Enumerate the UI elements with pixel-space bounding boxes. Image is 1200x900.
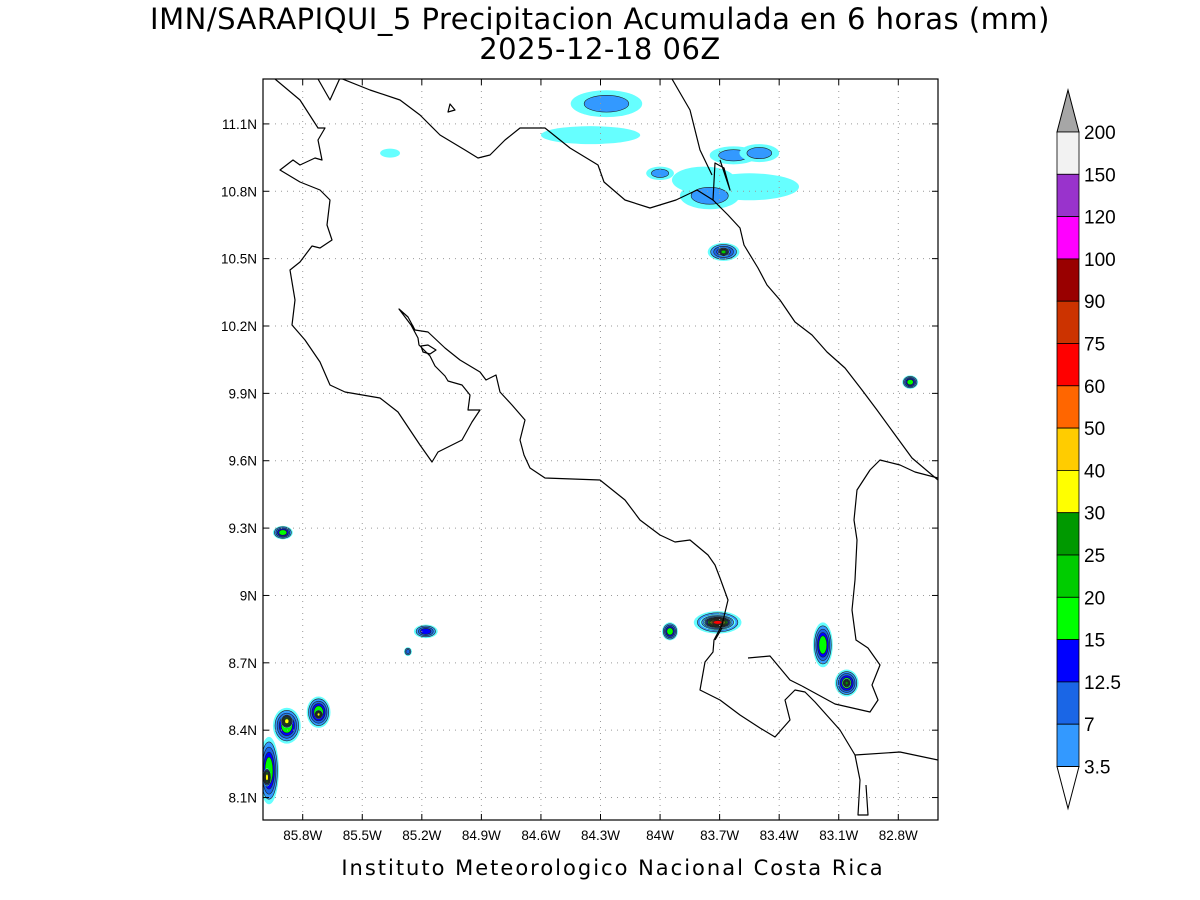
axis-ticks: 85.8W 85.5W 85.2W 84.9W 84.6W 84.3W 84W 83.7W 83… bbox=[221, 79, 938, 843]
precip-contour bbox=[284, 718, 290, 724]
precip-contour bbox=[420, 628, 432, 635]
colorbar-level-label: 150 bbox=[1084, 165, 1116, 186]
precip-contour bbox=[265, 773, 269, 781]
colorbar-level-label: 15 bbox=[1084, 631, 1105, 652]
lat-tick-label: 8.7N bbox=[228, 656, 257, 671]
colorbar-level-label: 90 bbox=[1084, 292, 1105, 313]
lat-tick-label: 10.8N bbox=[221, 184, 257, 199]
colorbar-level-label: 20 bbox=[1084, 588, 1105, 609]
coastline-path bbox=[854, 754, 869, 816]
precip-contour bbox=[906, 379, 914, 386]
precip-contour bbox=[583, 94, 630, 113]
coastline-boundaries bbox=[274, 79, 938, 816]
lat-tick-label: 9.9N bbox=[228, 386, 257, 401]
precip-contour bbox=[721, 249, 727, 254]
graticule bbox=[263, 79, 938, 820]
precip-contour bbox=[540, 126, 641, 145]
precip-contour bbox=[712, 620, 723, 625]
lat-tick-label: 10.2N bbox=[221, 319, 257, 334]
colorbar-level-label: 3.5 bbox=[1084, 758, 1110, 779]
colorbar-level-label: 40 bbox=[1084, 461, 1105, 482]
lat-tick-label: 8.4N bbox=[228, 723, 257, 738]
lon-tick-label: 84.6W bbox=[521, 828, 560, 843]
coastline-path bbox=[274, 79, 938, 761]
precip-contour bbox=[651, 168, 670, 178]
colorbar-swatch bbox=[1056, 427, 1080, 471]
colorbar-swatch bbox=[1056, 300, 1080, 344]
map-valid-time: 2025-12-18 06Z bbox=[479, 32, 721, 66]
coastline-path bbox=[317, 79, 341, 101]
coastline-path bbox=[420, 344, 437, 355]
lon-tick-label: 85.5W bbox=[343, 828, 382, 843]
map-title: IMN/SARAPIQUI_5 Precipitacion Acumulada … bbox=[150, 2, 1050, 36]
coastline-path bbox=[671, 79, 713, 176]
lon-tick-label: 84.3W bbox=[581, 828, 620, 843]
precip-contour bbox=[666, 627, 674, 636]
precip-contour bbox=[380, 148, 400, 158]
colorbar-min-arrow bbox=[1056, 766, 1080, 811]
lat-tick-label: 9.3N bbox=[228, 521, 257, 536]
precip-contour bbox=[278, 529, 288, 536]
colorbar-level-label: 120 bbox=[1084, 208, 1116, 229]
colorbar-level-label: 7 bbox=[1084, 715, 1095, 736]
precip-contour bbox=[746, 147, 773, 160]
colorbar-level-label: 30 bbox=[1084, 504, 1105, 525]
lon-tick-label: 84W bbox=[646, 828, 674, 843]
colorbar-level-label: 75 bbox=[1084, 335, 1105, 356]
colorbar-swatch bbox=[1056, 343, 1080, 387]
lat-tick-label: 9N bbox=[240, 588, 257, 603]
precip-contour bbox=[844, 681, 849, 685]
colorbar-level-label: 50 bbox=[1084, 419, 1105, 440]
lat-tick-label: 10.5N bbox=[221, 252, 257, 267]
colorbar-swatch bbox=[1056, 173, 1080, 218]
colorbar-swatch bbox=[1056, 216, 1080, 260]
colorbar-swatch bbox=[1056, 681, 1080, 725]
colorbar-swatch bbox=[1056, 554, 1080, 598]
coastline-path bbox=[447, 103, 456, 113]
colorbar-level-label: 200 bbox=[1084, 123, 1116, 144]
colorbar-max-arrow bbox=[1056, 88, 1080, 133]
colorbar-swatch bbox=[1056, 469, 1080, 514]
plot-frame bbox=[262, 78, 939, 821]
lon-tick-label: 83.1W bbox=[819, 828, 858, 843]
colorbar-swatch bbox=[1056, 385, 1080, 429]
colorbar: 3.5 7 12.5 15 20 25 30 40 50 60 75 90 100 120 150 200 bbox=[1056, 88, 1121, 811]
colorbar-level-label: 25 bbox=[1084, 546, 1105, 567]
colorbar-swatch bbox=[1056, 131, 1080, 175]
colorbar-level-label: 100 bbox=[1084, 250, 1116, 271]
lon-tick-label: 83.7W bbox=[700, 828, 739, 843]
colorbar-swatch bbox=[1056, 596, 1080, 640]
lon-tick-label: 85.2W bbox=[402, 828, 441, 843]
coastline-path bbox=[801, 459, 938, 713]
coastline-path bbox=[340, 79, 731, 209]
coastline-path bbox=[747, 655, 803, 687]
lat-tick-label: 11.1N bbox=[222, 117, 257, 132]
lon-tick-label: 82.8W bbox=[879, 828, 918, 843]
precipitation-field bbox=[263, 90, 919, 805]
lon-tick-label: 85.8W bbox=[283, 828, 322, 843]
lon-tick-label: 83.4W bbox=[760, 828, 799, 843]
precip-contour bbox=[316, 712, 321, 717]
credit-text: Instituto Meteorologico Nacional Costa R… bbox=[341, 856, 885, 880]
colorbar-level-label: 12.5 bbox=[1084, 673, 1121, 694]
lat-tick-label: 9.6N bbox=[228, 454, 257, 469]
precip-contour bbox=[405, 649, 411, 655]
colorbar-level-label: 60 bbox=[1084, 377, 1105, 398]
colorbar-swatch bbox=[1056, 723, 1080, 767]
colorbar-swatch bbox=[1056, 639, 1080, 683]
colorbar-swatch bbox=[1056, 258, 1080, 302]
lat-tick-label: 8.1N bbox=[228, 791, 257, 806]
coastline-path bbox=[714, 627, 723, 641]
coastline-path bbox=[712, 199, 938, 481]
precip-contour bbox=[818, 635, 828, 655]
lon-tick-label: 84.9W bbox=[462, 828, 501, 843]
map-title-block: IMN/SARAPIQUI_5 Precipitacion Acumulada … bbox=[0, 4, 1200, 64]
colorbar-swatch bbox=[1056, 512, 1080, 556]
